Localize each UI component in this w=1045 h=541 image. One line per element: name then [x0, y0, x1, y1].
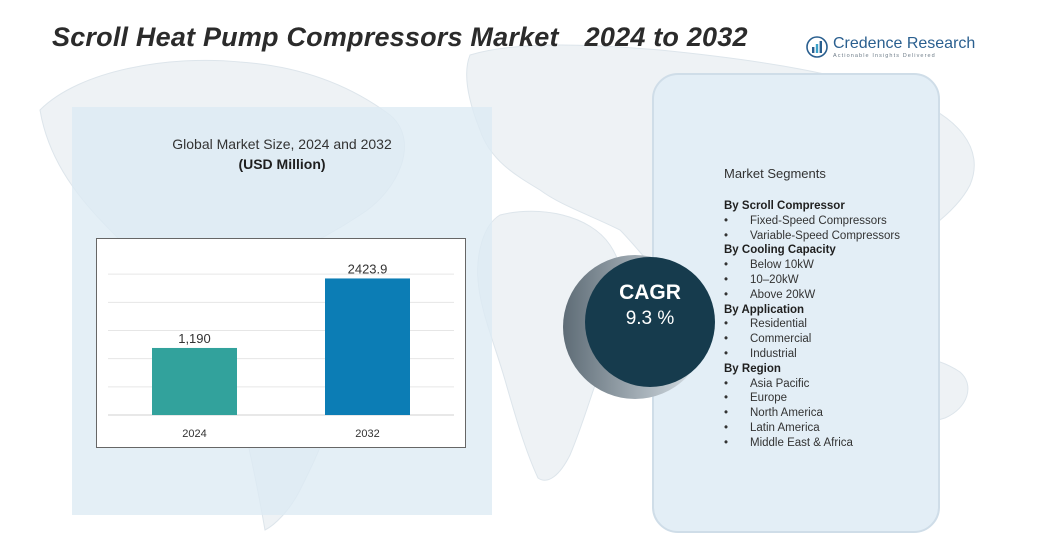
segment-item: Residential: [724, 317, 934, 332]
brand-logo: Credence Research Actionable Insights De…: [806, 34, 975, 64]
cagr-label: CAGR: [619, 281, 681, 304]
segment-item: Europe: [724, 391, 934, 406]
segment-group: By Scroll Compressor Fixed-Speed Compress…: [724, 199, 934, 243]
segment-item: Fixed-Speed Compressors: [724, 214, 934, 229]
page-title: Scroll Heat Pump Compressors Market 2024 …: [52, 22, 748, 53]
x-tick-label: 2032: [355, 428, 379, 440]
chart-unit: (USD Million): [238, 156, 326, 172]
bar-2032: [325, 278, 410, 415]
bar-2024: [152, 347, 237, 415]
segment-item: Above 20kW: [724, 288, 934, 303]
segments-title: Market Segments: [724, 166, 826, 181]
segment-item: Below 10kW: [724, 258, 934, 273]
chart-title: Global Market Size, 2024 and 2032: [172, 136, 392, 152]
title-years: 2024 to 2032: [584, 22, 748, 52]
market-size-bar-chart: 1,190 2024 2423.9 2032: [96, 238, 466, 448]
segment-item: 10–20kW: [724, 273, 934, 288]
title-text: Scroll Heat Pump Compressors Market: [52, 22, 559, 52]
segment-heading: By Application: [724, 303, 805, 316]
segments-list: By Scroll Compressor Fixed-Speed Compress…: [724, 199, 934, 451]
chart-frame: [96, 238, 466, 448]
segment-group: By ApplicationResidentialCommercialIndus…: [724, 303, 934, 362]
x-tick-label: 2024: [182, 428, 206, 440]
segment-item: Middle East & Africa: [724, 436, 934, 451]
segment-item: Asia Pacific: [724, 377, 934, 392]
logo-name: Credence Research: [833, 35, 976, 52]
segment-heading: By Region: [724, 362, 781, 375]
segment-group: By Cooling CapacityBelow 10kW10–20kWAbov…: [724, 243, 934, 302]
segment-item: Latin America: [724, 421, 934, 436]
bar-chart-logo-icon: [806, 36, 828, 58]
segment-heading: By Scroll Compressor: [724, 200, 845, 212]
bar-value-label: 2423.9: [348, 261, 388, 276]
segment-item: Industrial: [724, 347, 934, 362]
segment-item: Variable-Speed Compressors: [724, 229, 934, 244]
logo-tagline: Actionable Insights Delivered: [833, 53, 936, 59]
segment-item: North America: [724, 406, 934, 421]
bar-value-label: 1,190: [178, 331, 211, 346]
segment-heading: By Cooling Capacity: [724, 244, 836, 257]
cagr-badge: CAGR 9.3 %: [585, 257, 715, 387]
segment-item: Commercial: [724, 332, 934, 347]
segment-group: By Region Asia PacificEuropeNorth America…: [724, 362, 934, 451]
bars: 1,190 2024 2423.9 2032: [152, 261, 410, 440]
cagr-value: 9.3 %: [625, 308, 675, 329]
